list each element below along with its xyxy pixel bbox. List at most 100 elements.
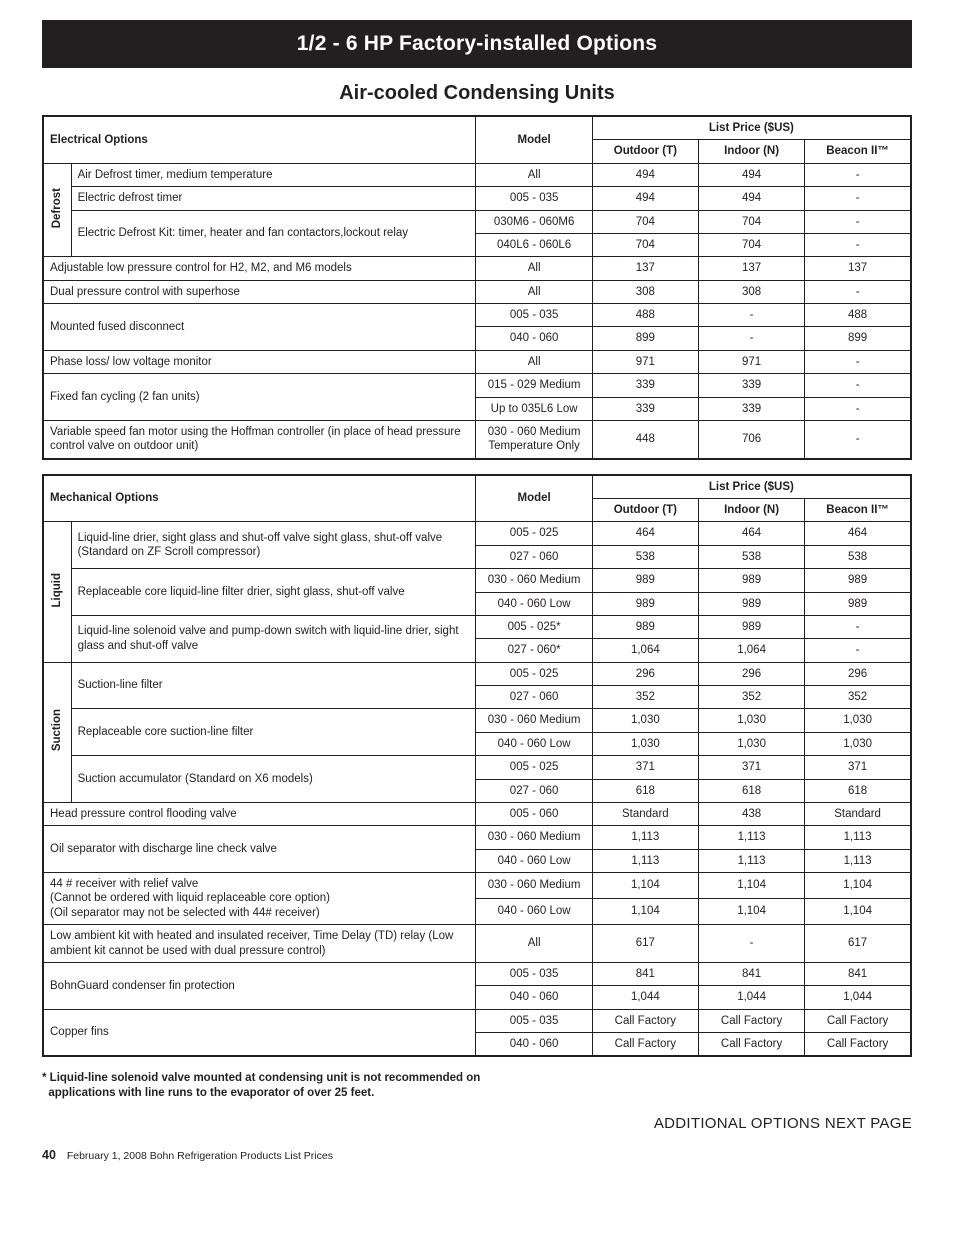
table-cell: 1,044	[698, 986, 804, 1009]
table-cell: 339	[698, 397, 804, 420]
table-cell: 841	[592, 962, 698, 985]
table-cell: Mounted fused disconnect	[43, 304, 476, 351]
table-cell: -	[805, 374, 911, 397]
table-cell: 027 - 060	[476, 779, 592, 802]
table-cell: 899	[592, 327, 698, 350]
table-cell: 618	[698, 779, 804, 802]
table-cell: 989	[698, 569, 804, 592]
table-cell: 438	[698, 802, 804, 825]
table-cell: 1,113	[805, 849, 911, 872]
table-cell: 971	[592, 350, 698, 373]
table-cell: 040 - 060 Low	[476, 732, 592, 755]
table-cell: 339	[698, 374, 804, 397]
table-cell: -	[805, 210, 911, 233]
table-cell: 989	[592, 569, 698, 592]
table-cell: Suction-line filter	[71, 662, 476, 709]
table-cell: Low ambient kit with heated and insulate…	[43, 925, 476, 963]
table-cell: -	[805, 233, 911, 256]
table-cell: Replaceable core suction-line filter	[71, 709, 476, 756]
table-cell: 308	[698, 280, 804, 303]
table-cell: 488	[805, 304, 911, 327]
table-cell: 704	[698, 210, 804, 233]
table-cell: All	[476, 925, 592, 963]
table-cell: 1,030	[805, 732, 911, 755]
table-cell: 1,104	[698, 873, 804, 899]
table-cell: 538	[592, 545, 698, 568]
table-cell: -	[805, 639, 911, 662]
table-cell: 030M6 - 060M6	[476, 210, 592, 233]
table-cell: Call Factory	[592, 1033, 698, 1057]
table-cell: 1,104	[592, 873, 698, 899]
electrical-header: Electrical Options	[43, 116, 476, 163]
table-cell: 1,030	[592, 709, 698, 732]
table-cell: 971	[698, 350, 804, 373]
table-cell: 137	[592, 257, 698, 280]
table-cell: 494	[698, 163, 804, 186]
table-cell: Electric defrost timer	[71, 187, 476, 210]
table-cell: 296	[805, 662, 911, 685]
table-cell: 352	[805, 686, 911, 709]
table-cell: -	[698, 304, 804, 327]
table-cell: All	[476, 350, 592, 373]
table-cell: 841	[698, 962, 804, 985]
col-outdoor: Outdoor (T)	[592, 140, 698, 163]
table-cell: 027 - 060	[476, 686, 592, 709]
table-cell: 371	[592, 756, 698, 779]
suction-group: Suction	[43, 662, 71, 802]
table-cell: -	[805, 420, 911, 458]
table-cell: 005 - 035	[476, 1009, 592, 1032]
table-cell: 339	[592, 374, 698, 397]
table-cell: 989	[805, 569, 911, 592]
table-cell: 1,104	[592, 899, 698, 925]
table-cell: 339	[592, 397, 698, 420]
table-cell: 1,113	[698, 826, 804, 849]
footnote: * Liquid-line solenoid valve mounted at …	[42, 1071, 912, 1101]
table-cell: Fixed fan cycling (2 fan units)	[43, 374, 476, 421]
table-cell: 618	[805, 779, 911, 802]
table-cell: 494	[698, 187, 804, 210]
table-cell: 308	[592, 280, 698, 303]
table-cell: 44 # receiver with relief valve (Cannot …	[43, 873, 476, 925]
table-cell: 448	[592, 420, 698, 458]
table-cell: 1,113	[592, 826, 698, 849]
page-number: 40	[42, 1148, 56, 1162]
table-cell: -	[805, 615, 911, 638]
table-cell: -	[698, 925, 804, 963]
table-cell: -	[698, 327, 804, 350]
table-cell: 040 - 060 Low	[476, 592, 592, 615]
table-cell: 027 - 060*	[476, 639, 592, 662]
table-cell: Copper fins	[43, 1009, 476, 1056]
table-cell: 015 - 029 Medium	[476, 374, 592, 397]
table-cell: 1,030	[698, 709, 804, 732]
model-header: Model	[476, 475, 592, 522]
table-cell: 005 - 025	[476, 756, 592, 779]
table-cell: 005 - 035	[476, 304, 592, 327]
table-cell: 005 - 025	[476, 522, 592, 545]
table-cell: 464	[805, 522, 911, 545]
table-cell: 040 - 060 Low	[476, 899, 592, 925]
table-cell: 989	[592, 592, 698, 615]
table-cell: 040 - 060 Low	[476, 849, 592, 872]
mechanical-options-table: Mechanical Options Model List Price ($US…	[42, 474, 912, 1058]
table-cell: Oil separator with discharge line check …	[43, 826, 476, 873]
table-cell: 617	[592, 925, 698, 963]
liquid-group: Liquid	[43, 522, 71, 662]
table-cell: Standard	[805, 802, 911, 825]
table-cell: 464	[592, 522, 698, 545]
table-cell: Phase loss/ low voltage monitor	[43, 350, 476, 373]
table-cell: 005 - 025*	[476, 615, 592, 638]
table-cell: Call Factory	[592, 1009, 698, 1032]
next-page-note: ADDITIONAL OPTIONS NEXT PAGE	[42, 1115, 912, 1132]
table-cell: 1,064	[592, 639, 698, 662]
table-cell: 494	[592, 163, 698, 186]
table-cell: 030 - 060 Medium	[476, 569, 592, 592]
table-cell: Electric Defrost Kit: timer, heater and …	[71, 210, 476, 257]
table-cell: 040L6 - 060L6	[476, 233, 592, 256]
table-cell: 1,104	[805, 873, 911, 899]
page-subtitle: Air-cooled Condensing Units	[42, 82, 912, 105]
table-cell: 296	[698, 662, 804, 685]
table-cell: Call Factory	[805, 1009, 911, 1032]
table-cell: 1,044	[592, 986, 698, 1009]
page-footer: 40 February 1, 2008 Bohn Refrigeration P…	[42, 1148, 912, 1162]
price-header: List Price ($US)	[592, 116, 911, 140]
